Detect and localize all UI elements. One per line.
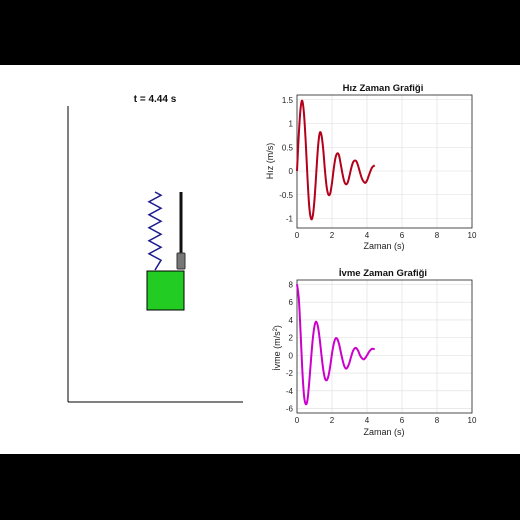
- mass-block: [146, 270, 185, 311]
- acceleration-ytick-label: 4: [289, 316, 294, 325]
- acceleration-xtick-label: 6: [400, 416, 405, 425]
- velocity-ytick-label: 1: [289, 120, 294, 129]
- acceleration-xlabel: Zaman (s): [363, 427, 404, 437]
- velocity-ylabel: Hız (m/s): [265, 143, 275, 180]
- acceleration-ytick-label: 8: [289, 280, 294, 289]
- acceleration-ylabel: İvme (m/s2): [272, 325, 282, 371]
- damper: [176, 192, 186, 270]
- acceleration-ytick-label: 2: [289, 334, 294, 343]
- acceleration-axes-box: [296, 279, 473, 414]
- acceleration-ytick-label: -6: [286, 405, 294, 414]
- acceleration-xtick-label: 8: [435, 416, 440, 425]
- velocity-plot: Hız Zaman Grafiği 0 2 4 6 8 10-1-0.500.511.5 …: [265, 83, 477, 251]
- damper-cylinder: [176, 252, 186, 270]
- velocity-xtick-label: 8: [435, 231, 440, 240]
- velocity-ytick-label: 0: [289, 167, 294, 176]
- acceleration-ytick-label: -4: [286, 387, 294, 396]
- acceleration-plot: İvme Zaman Grafiği 0 2 4 6 8 10 -6 -4 -2 0 2 4 6 8 Za…: [272, 268, 477, 437]
- acceleration-ylabel-text: İvme (m/s: [272, 331, 282, 371]
- acceleration-series-line: [296, 284, 375, 406]
- acceleration-plot-title: İvme Zaman Grafiği: [339, 268, 427, 279]
- acceleration-xtick-label: 10: [468, 416, 477, 425]
- letterbox-bottom: [0, 454, 520, 520]
- time-label: t = 4.44 s: [134, 94, 177, 105]
- velocity-ytick-label: 0.5: [282, 143, 294, 152]
- acceleration-ylabel-sup: 2: [273, 327, 279, 331]
- animation-panel: t = 4.44 s: [67, 94, 243, 403]
- acceleration-ytick-label: 6: [289, 298, 294, 307]
- velocity-xlabel: Zaman (s): [363, 241, 404, 251]
- velocity-xtick-label: 4: [365, 231, 370, 240]
- acceleration-xtick-label: 0: [295, 416, 300, 425]
- velocity-ytick-label: -1: [286, 215, 294, 224]
- acceleration-grid: [296, 280, 473, 413]
- acceleration-ytick-label: -2: [286, 369, 294, 378]
- figure-canvas: [0, 65, 520, 454]
- velocity-series-line: [296, 99, 376, 221]
- velocity-ytick-label: -0.5: [279, 191, 293, 200]
- acceleration-ylabel-close: ): [272, 325, 282, 328]
- velocity-xtick-label: 0: [295, 231, 300, 240]
- velocity-ytick-label: 1.5: [282, 96, 294, 105]
- velocity-xtick-label: 10: [468, 231, 477, 240]
- letterbox-top: [0, 0, 520, 65]
- acceleration-tick-labels: 0 2 4 6 8 10 -6 -4 -2 0 2 4 6 8: [286, 280, 477, 425]
- acceleration-xtick-label: 4: [365, 416, 370, 425]
- velocity-tick-labels: 0 2 4 6 8 10 -1 -0.5 0 0.5 1 1.5: [279, 96, 477, 240]
- velocity-plot-title: Hız Zaman Grafiği: [343, 83, 424, 94]
- velocity-xtick-label: 6: [400, 231, 405, 240]
- acceleration-xtick-label: 2: [330, 416, 335, 425]
- spring: [147, 191, 163, 271]
- velocity-xtick-label: 2: [330, 231, 335, 240]
- acceleration-ytick-label: 0: [289, 351, 294, 360]
